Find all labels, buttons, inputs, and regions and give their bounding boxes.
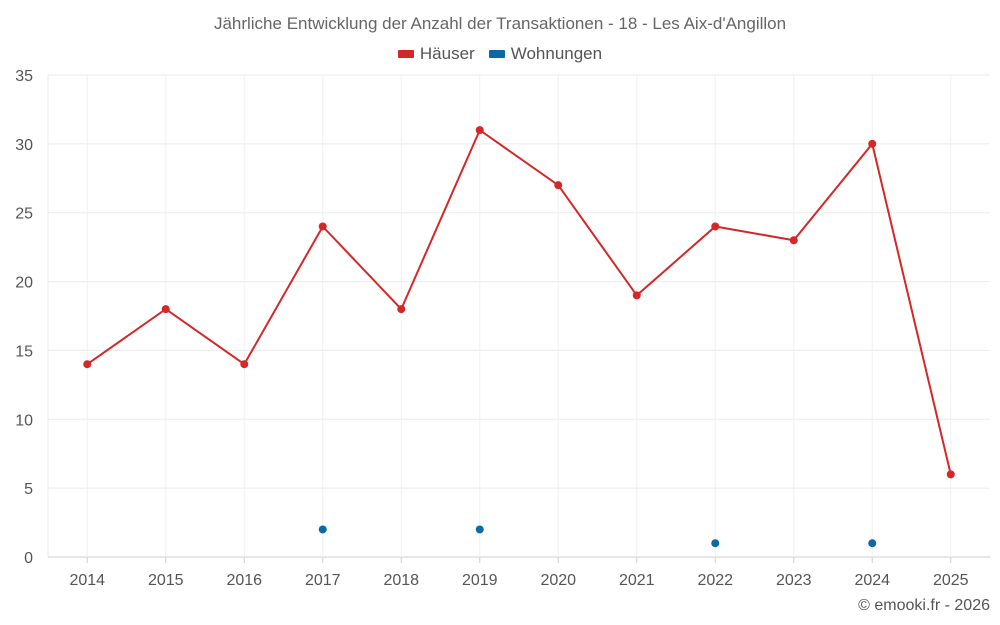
- y-tick-label: 35: [15, 68, 33, 85]
- data-point: [868, 139, 877, 148]
- data-point: [632, 291, 641, 300]
- data-point: [475, 126, 484, 135]
- x-tick-label: 2017: [305, 572, 341, 589]
- legend-swatch-haeuser: [397, 50, 414, 58]
- data-point: [711, 539, 720, 548]
- data-point: [475, 525, 484, 534]
- data-point: [161, 305, 170, 314]
- y-tick-label: 0: [24, 550, 33, 567]
- legend-swatch-wohnungen: [488, 50, 505, 58]
- legend-label-wohnungen: Wohnungen: [510, 44, 603, 63]
- chart-title: Jährliche Entwicklung der Anzahl der Tra…: [213, 14, 787, 33]
- x-tick-label: 2020: [540, 572, 576, 589]
- data-point: [318, 222, 327, 231]
- y-tick-label: 25: [15, 206, 33, 223]
- x-tick-label: 2015: [148, 572, 184, 589]
- grid-lines: [47, 74, 990, 563]
- series-layer: [83, 126, 955, 548]
- x-tick-label: 2021: [619, 572, 655, 589]
- x-axis-ticks: 2014 2015 2016 2017 2018 2019 2020 2021 2022 2023…: [69, 572, 968, 589]
- data-point: [554, 181, 563, 190]
- legend: Häuser Wohnungen: [0, 44, 1000, 64]
- x-tick-label: 2022: [697, 572, 733, 589]
- legend-item-wohnungen[interactable]: Wohnungen: [488, 44, 603, 64]
- data-point: [946, 470, 955, 479]
- data-point: [83, 360, 92, 369]
- y-tick-label: 30: [15, 137, 33, 154]
- series-wohnungen: [318, 525, 877, 548]
- legend-item-haeuser[interactable]: Häuser: [397, 44, 475, 64]
- y-tick-label: 20: [15, 275, 33, 292]
- credit: © emooki.fr - 2026: [858, 597, 990, 614]
- x-tick-label: 2023: [776, 572, 812, 589]
- data-point: [318, 525, 327, 534]
- x-tick-label: 2019: [462, 572, 498, 589]
- x-tick-label: 2014: [69, 572, 105, 589]
- legend-label-haeuser: Häuser: [419, 44, 475, 63]
- data-point: [397, 305, 406, 314]
- x-tick-label: 2018: [383, 572, 419, 589]
- data-point: [868, 539, 877, 548]
- y-tick-label: 10: [15, 412, 33, 429]
- data-point: [240, 360, 249, 369]
- y-tick-label: 5: [24, 481, 33, 498]
- y-axis-ticks: 0 5 10 15 20 25 30 35: [15, 68, 33, 567]
- series-line: [86, 128, 952, 475]
- series-haeuser: [83, 126, 955, 479]
- data-point: [789, 236, 798, 245]
- x-tick-label: 2025: [933, 572, 969, 589]
- y-tick-label: 15: [15, 343, 33, 360]
- x-tick-label: 2024: [854, 572, 890, 589]
- data-point: [711, 222, 720, 231]
- x-tick-label: 2016: [226, 572, 262, 589]
